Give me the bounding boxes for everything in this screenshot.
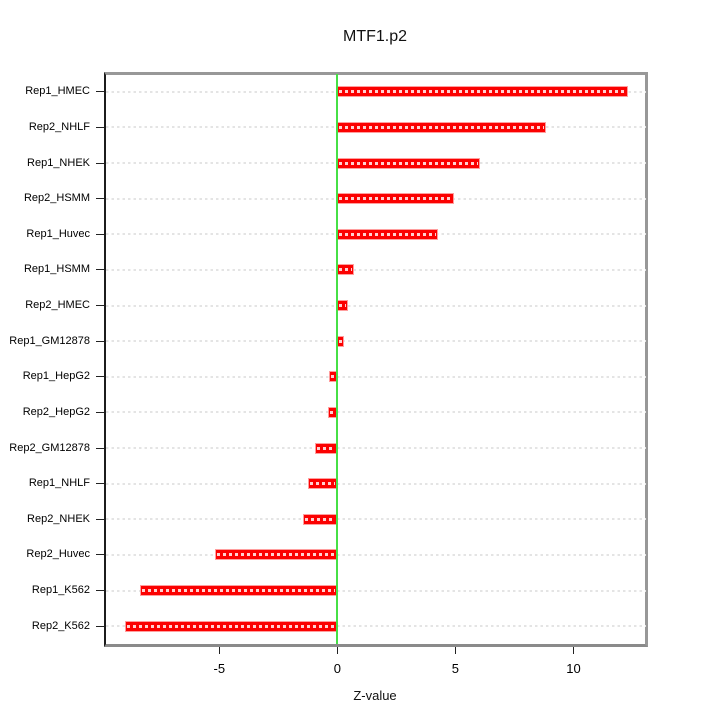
chart-title: MTF1.p2 xyxy=(342,28,407,45)
y-tick-label-Rep2_K562: Rep2_K562 xyxy=(31,619,90,632)
gridline xyxy=(106,589,646,592)
y-tick-label-Rep2_Huvec: Rep2_Huvec xyxy=(26,548,90,561)
x-tick-label--5: -5 xyxy=(213,661,226,676)
gridline xyxy=(106,482,646,485)
gridline xyxy=(106,553,646,556)
bar-dash-pattern xyxy=(331,375,336,379)
bar-Rep1_K562 xyxy=(140,585,338,597)
y-axis-tick xyxy=(95,483,104,485)
y-tick-label-Rep2_GM12878: Rep2_GM12878 xyxy=(9,441,90,454)
bar-Rep2_HSMM xyxy=(337,193,455,205)
y-tick-label-Rep2_HMEC: Rep2_HMEC xyxy=(25,299,90,312)
bar-Rep2_NHEK xyxy=(303,513,338,525)
bar-dash-pattern xyxy=(339,125,545,129)
x-axis-tick xyxy=(336,646,338,654)
y-tick-label-Rep1_HepG2: Rep1_HepG2 xyxy=(22,370,90,383)
x-tick-label-0: 0 xyxy=(333,661,341,676)
bar-Rep1_NHEK xyxy=(337,157,481,169)
bar-Rep2_GM12878 xyxy=(314,442,338,454)
y-axis-tick xyxy=(95,233,104,235)
bar-dash-pattern xyxy=(126,624,336,628)
bar-dash-pattern xyxy=(316,446,336,450)
bar-dash-pattern xyxy=(305,517,336,521)
gridline xyxy=(106,304,646,307)
y-axis-tick xyxy=(95,411,104,413)
y-axis-tick xyxy=(95,625,104,627)
y-axis-tick xyxy=(95,269,104,271)
bar-Rep1_HMEC xyxy=(337,86,628,98)
x-axis-label: Z-value xyxy=(353,688,397,703)
y-tick-label-Rep2_NHLF: Rep2_NHLF xyxy=(28,120,90,133)
gridline xyxy=(106,268,646,271)
y-axis-tick xyxy=(95,126,104,128)
bar-dash-pattern xyxy=(339,304,346,308)
bar-dash-pattern xyxy=(309,482,336,486)
y-tick-label-Rep2_NHEK: Rep2_NHEK xyxy=(27,512,90,525)
x-tick-label-5: 5 xyxy=(451,661,460,676)
gridline xyxy=(106,375,646,378)
bar-dash-pattern xyxy=(216,553,336,557)
y-axis-tick xyxy=(95,518,104,520)
bar-Rep1_NHLF xyxy=(307,478,338,490)
bar-Rep1_HSMM xyxy=(337,264,354,276)
gridline xyxy=(106,518,646,521)
y-tick-label-Rep1_GM12878: Rep1_GM12878 xyxy=(9,334,90,347)
gridline xyxy=(106,340,646,343)
bar-dash-pattern xyxy=(339,268,352,272)
bar-Rep2_HMEC xyxy=(337,300,348,312)
bar-dash-pattern xyxy=(339,161,479,165)
y-tick-label-Rep1_HSMM: Rep1_HSMM xyxy=(23,263,90,276)
y-axis-tick xyxy=(95,305,104,307)
y-tick-label-Rep1_HMEC: Rep1_HMEC xyxy=(25,85,90,98)
y-axis-tick xyxy=(95,340,104,342)
bar-Rep1_GM12878 xyxy=(337,335,345,347)
y-tick-label-Rep2_HSMM: Rep2_HSMM xyxy=(23,192,90,205)
y-axis-tick xyxy=(95,162,104,164)
y-axis-tick xyxy=(95,198,104,200)
gridline xyxy=(106,625,646,628)
x-axis-tick xyxy=(454,646,456,654)
bar-dash-pattern xyxy=(339,232,436,236)
y-axis-tick xyxy=(95,447,104,449)
bar-dash-pattern xyxy=(329,410,336,414)
bar-dash-pattern xyxy=(339,339,343,343)
bar-dash-pattern xyxy=(339,197,453,201)
bar-Rep2_Huvec xyxy=(214,549,338,561)
bar-Rep2_NHLF xyxy=(337,121,547,133)
x-axis-tick xyxy=(218,646,220,654)
bar-Rep2_K562 xyxy=(124,620,338,632)
y-axis-tick xyxy=(95,376,104,378)
gridline xyxy=(106,447,646,450)
bar-Rep1_Huvec xyxy=(337,228,438,240)
y-axis-tick xyxy=(95,91,104,93)
bar-dash-pattern xyxy=(339,90,626,94)
y-axis-tick xyxy=(95,554,104,556)
x-tick-label-10: 10 xyxy=(566,661,581,676)
y-tick-label-Rep1_K562: Rep1_K562 xyxy=(31,584,90,597)
zero-reference-line xyxy=(336,74,339,644)
y-tick-label-Rep2_HepG2: Rep2_HepG2 xyxy=(22,405,90,418)
bar-dash-pattern xyxy=(142,589,336,593)
gridline xyxy=(106,411,646,414)
y-tick-label-Rep1_NHLF: Rep1_NHLF xyxy=(28,477,90,490)
y-tick-label-Rep1_Huvec: Rep1_Huvec xyxy=(26,227,90,240)
x-axis-tick xyxy=(572,646,574,654)
y-tick-label-Rep1_NHEK: Rep1_NHEK xyxy=(27,156,90,169)
y-axis-tick xyxy=(95,590,104,592)
